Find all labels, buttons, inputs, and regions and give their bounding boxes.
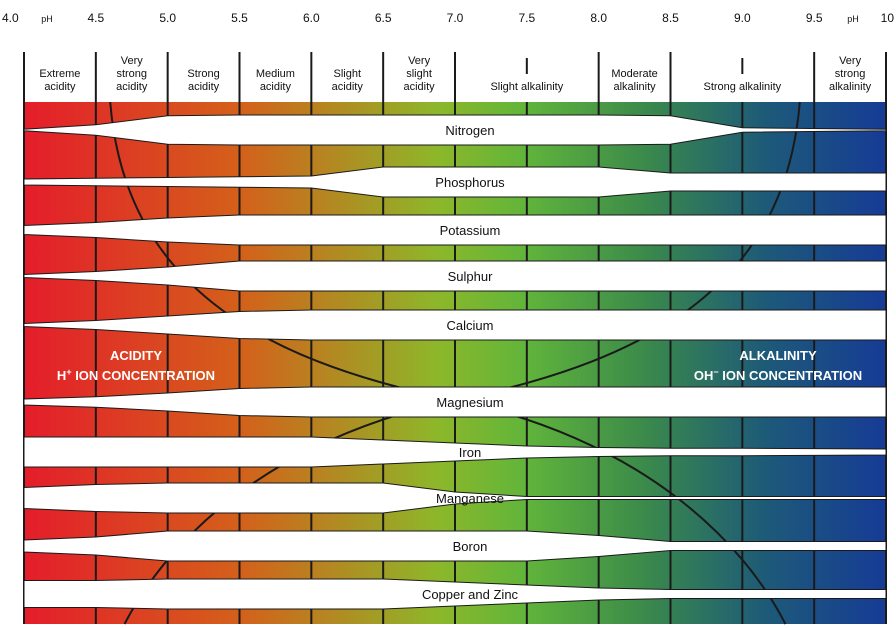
category-label: Medium — [256, 68, 295, 80]
ph-tick-label: 4.0 — [2, 11, 19, 25]
nutrient-band — [23, 214, 887, 246]
nutrient-label: Calcium — [447, 318, 494, 333]
ph-unit-label-left: pH — [41, 14, 53, 24]
alkalinity-ion-concentration: OH− ION CONCENTRATION — [694, 367, 862, 383]
category-label: Moderate — [611, 68, 657, 80]
nutrient-label: Potassium — [440, 223, 501, 238]
ph-tick-label: 5.5 — [231, 11, 248, 25]
nutrient-band — [23, 386, 887, 418]
category-label: acidity — [44, 81, 76, 93]
nutrient-band — [23, 482, 887, 514]
acidity-title: ACIDITY — [110, 348, 162, 363]
ph-tick-label: 7.5 — [518, 11, 535, 25]
nutrient-band — [23, 166, 887, 198]
category-label: slight — [406, 68, 432, 80]
category-label: acidity — [403, 81, 435, 93]
soil-reaction-categories: ExtremeacidityVerystrongacidityStrongaci… — [39, 55, 871, 93]
nutrient-band — [23, 578, 887, 610]
acidity-label: ACIDITY H+ ION CONCENTRATION — [57, 348, 215, 383]
acidity-ion-charge: + — [66, 367, 71, 377]
category-label: Very — [121, 55, 144, 67]
nutrient-bands: Nitrogen Phosphorus Potassium Sulphur Calciu… — [23, 114, 887, 610]
category-label: strong — [116, 68, 147, 80]
category-label: Extreme — [39, 68, 80, 80]
alkalinity-ion-charge: − — [713, 367, 718, 377]
nutrient-band — [23, 260, 887, 292]
acidity-ion-symbol: H — [57, 368, 66, 383]
alkalinity-ion-symbol: OH — [694, 368, 714, 383]
nutrient-label: Boron — [453, 539, 488, 554]
ph-tick-label: 7.0 — [447, 11, 464, 25]
category-label: acidity — [188, 81, 220, 93]
nutrient-label: Nitrogen — [445, 123, 494, 138]
category-label: strong — [835, 68, 866, 80]
nutrient-band — [23, 114, 887, 146]
nutrient-band — [23, 309, 887, 341]
category-label: Very — [408, 55, 431, 67]
acidity-ion-concentration: H+ ION CONCENTRATION — [57, 367, 215, 383]
nutrient-label: Sulphur — [448, 269, 493, 284]
ph-tick-label: 8.0 — [590, 11, 607, 25]
nutrient-label: Magnesium — [436, 395, 503, 410]
ph-tick-label: 4.5 — [87, 11, 104, 25]
ph-tick-label: 9.5 — [806, 11, 823, 25]
ph-tick-label: 10 — [881, 11, 895, 25]
ph-tick-label: 6.0 — [303, 11, 320, 25]
acidity-ion-rest: ION CONCENTRATION — [72, 368, 215, 383]
ph-tick-label: 6.5 — [375, 11, 392, 25]
category-label: Very — [839, 55, 862, 67]
ph-tick-label: 8.5 — [662, 11, 679, 25]
category-label: Slight — [333, 68, 361, 80]
nutrient-band — [23, 436, 887, 468]
ph-tick-label: 9.0 — [734, 11, 751, 25]
category-label: Strong — [187, 68, 219, 80]
category-label: Slight alkalinity — [490, 81, 563, 93]
nutrient-label: Copper and Zinc — [422, 587, 519, 602]
category-label: acidity — [116, 81, 148, 93]
category-label: alkalinity — [613, 81, 656, 93]
ph-scale: 4.0 4.5 5.0 5.5 6.0 6.5 7.0 7.5 8.0 8.5 9.0 9.5 10 pH… — [2, 11, 894, 25]
ph-tick-label: 5.0 — [159, 11, 176, 25]
nutrient-band — [23, 530, 887, 562]
category-label: Strong alkalinity — [704, 81, 782, 93]
alkalinity-title: ALKALINITY — [739, 348, 817, 363]
category-label: acidity — [332, 81, 364, 93]
nutrient-label: Phosphorus — [435, 175, 505, 190]
alkalinity-ion-rest: ION CONCENTRATION — [719, 368, 862, 383]
nutrient-label: Iron — [459, 445, 481, 460]
category-label: acidity — [260, 81, 292, 93]
nutrient-label: Manganese — [436, 491, 504, 506]
alkalinity-label: ALKALINITY OH− ION CONCENTRATION — [694, 348, 862, 383]
category-label: alkalinity — [829, 81, 872, 93]
ph-unit-label-right: pH — [847, 14, 859, 24]
